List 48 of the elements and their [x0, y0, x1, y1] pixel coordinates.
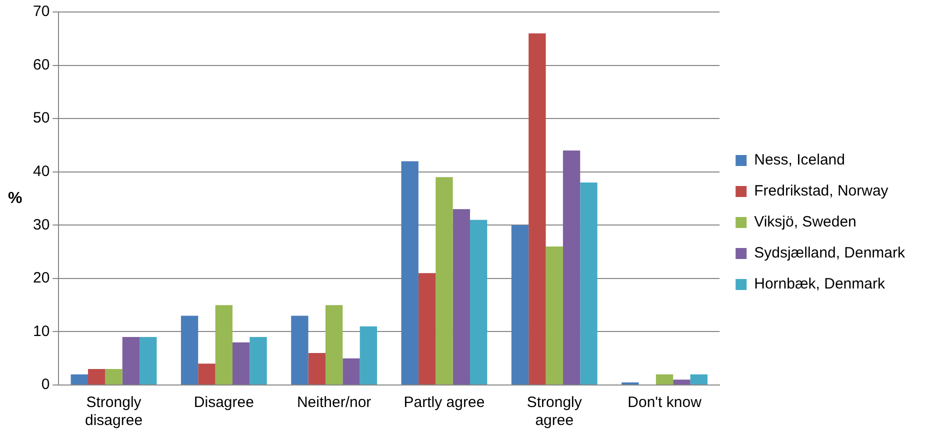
- bar: [198, 364, 216, 384]
- y-tick-label: 30: [32, 216, 50, 234]
- bar: [528, 33, 546, 384]
- bar: [215, 305, 233, 384]
- y-tick-label: 70: [32, 3, 50, 20]
- bar: [342, 358, 360, 384]
- bar: [250, 337, 267, 384]
- x-tick-label: Neither/nor: [296, 394, 372, 412]
- bar: [70, 374, 88, 384]
- legend-label: Fredrikstad, Norway: [754, 182, 889, 200]
- bar: [325, 305, 343, 384]
- bar: [291, 316, 308, 384]
- bar: [546, 246, 563, 384]
- bar: [690, 374, 708, 384]
- x-tick-label: Strongly disagree: [84, 394, 143, 430]
- bar: [418, 273, 436, 384]
- bar: [122, 337, 140, 384]
- bar: [673, 380, 690, 384]
- legend-label: Viksjö, Sweden: [754, 214, 856, 231]
- y-tick-label: 20: [32, 270, 50, 287]
- y-tick-label: 10: [32, 322, 50, 340]
- bar: [308, 353, 326, 384]
- bar: [452, 209, 470, 384]
- bar: [88, 369, 106, 384]
- bar: [180, 316, 198, 384]
- legend-label: Ness, Iceland: [754, 152, 845, 169]
- y-axis-title: %: [8, 190, 22, 207]
- bar: [470, 220, 488, 384]
- bar: [436, 177, 453, 384]
- legend-label: Sydsjælland, Denmark: [754, 244, 906, 262]
- bar: [401, 161, 418, 384]
- bar: [562, 150, 580, 384]
- x-tick-label: Partly agree: [404, 394, 485, 412]
- bar: [232, 342, 250, 384]
- bar: [105, 369, 122, 384]
- y-tick-label: 50: [32, 110, 50, 127]
- bar: [580, 182, 598, 384]
- x-tick-label: Strongly agree: [526, 394, 582, 430]
- bar: [656, 374, 674, 384]
- x-tick-label: Disagree: [194, 394, 254, 412]
- bar: [140, 337, 157, 384]
- y-tick-label: 0: [41, 376, 50, 394]
- y-tick-label: 40: [32, 163, 50, 180]
- bar: [360, 326, 378, 384]
- x-tick-label: Don't know: [628, 394, 702, 412]
- y-tick-label: 60: [32, 56, 50, 74]
- bar: [511, 225, 529, 384]
- legend-label: Hornbæk, Denmark: [754, 276, 886, 293]
